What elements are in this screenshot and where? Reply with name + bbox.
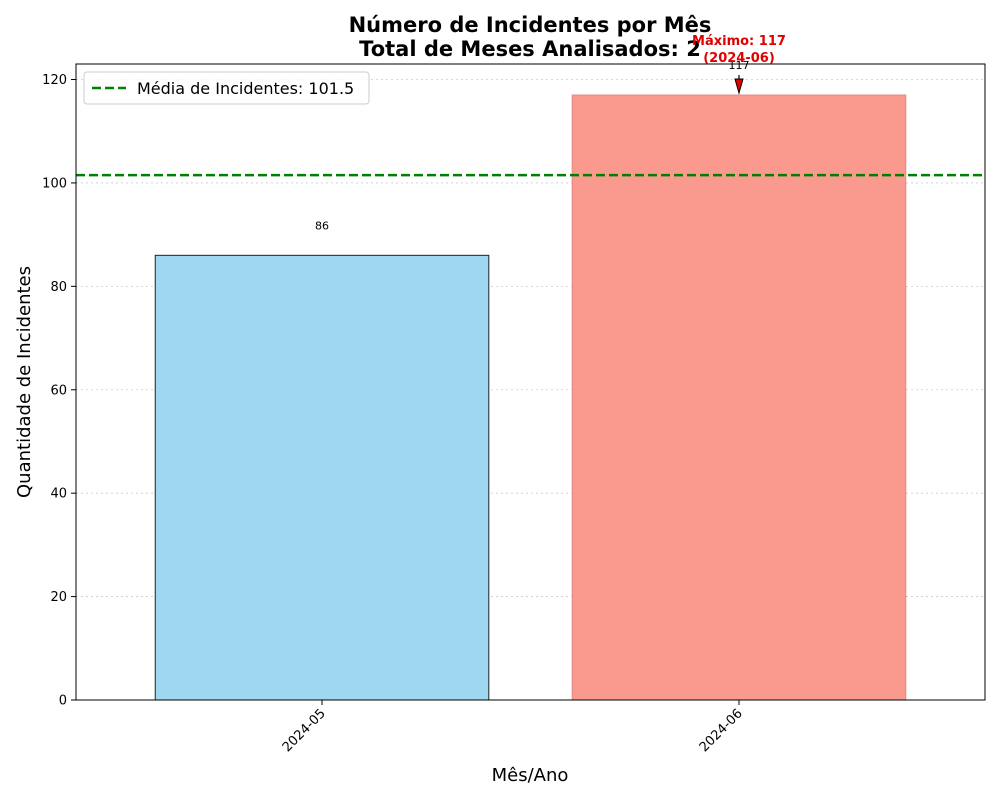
bar-2024-06 <box>571 94 907 701</box>
y-tick-label: 120 <box>42 73 67 88</box>
legend-box <box>83 71 370 105</box>
y-axis-label: Quantidade de Incidentes <box>14 266 35 498</box>
legend: Média de Incidentes: 101.5 <box>83 71 370 105</box>
annotation-text-line: Máximo: 117 <box>692 34 786 49</box>
data-label-2024-05: 86 <box>315 219 329 232</box>
y-tick-label: 0 <box>59 694 67 709</box>
bars <box>154 94 907 701</box>
max-annotation: Máximo: 117 (2024-06) <box>692 34 786 95</box>
x-axis-ticks: 2024-05 2024-06 <box>280 700 746 755</box>
y-tick-label: 20 <box>50 590 67 605</box>
bar-2024-05 <box>154 254 490 701</box>
y-tick-label: 80 <box>50 280 67 295</box>
annotation-arrow-head <box>734 78 744 95</box>
chart-title: Número de Incidentes por Mês <box>349 13 712 37</box>
y-tick-label: 60 <box>50 383 67 398</box>
x-tick-label-2024-06: 2024-06 <box>697 706 746 755</box>
y-tick-label: 40 <box>50 487 67 502</box>
legend-mean-label: Média de Incidentes: 101.5 <box>137 79 354 98</box>
data-labels: 86 117 <box>315 59 749 232</box>
x-axis-label: Mês/Ano <box>492 765 569 786</box>
x-tick-label-2024-05: 2024-05 <box>280 706 329 755</box>
y-tick-label: 100 <box>42 176 67 191</box>
plot-frame <box>75 63 986 701</box>
data-label-2024-06: 117 <box>728 59 749 72</box>
annotation-text-line: (2024-06) <box>703 51 775 66</box>
y-axis-ticks: 0 20 40 60 80 100 120 <box>42 73 76 709</box>
chart-subtitle: Total de Meses Analisados: 2 <box>359 37 701 61</box>
